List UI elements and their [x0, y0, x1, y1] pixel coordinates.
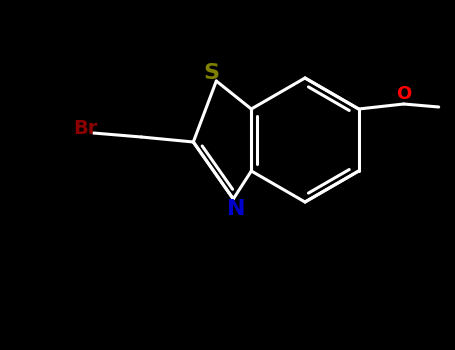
Text: N: N	[227, 199, 246, 219]
Text: O: O	[396, 85, 411, 103]
Text: Br: Br	[73, 119, 97, 139]
Text: S: S	[203, 63, 219, 83]
